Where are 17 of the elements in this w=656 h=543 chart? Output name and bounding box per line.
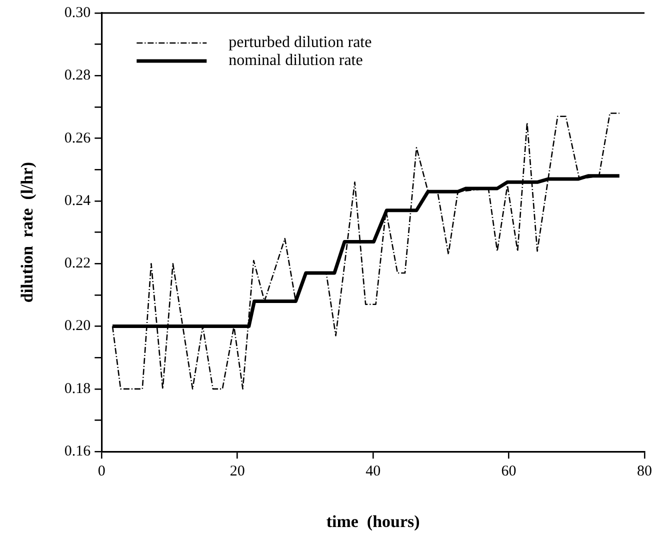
legend-label: nominal dilution rate [228, 52, 363, 70]
y-tick-label: 0.30 [64, 4, 91, 21]
legend-label: perturbed dilution rate [228, 34, 372, 52]
x-tick-label: 40 [366, 464, 381, 480]
x-tick-label: 20 [230, 464, 245, 480]
x-tick-label: 0 [98, 464, 106, 480]
y-tick-label: 0.22 [64, 256, 91, 272]
y-axis-title: dilution rate (l/hr) [18, 162, 37, 303]
x-tick-label: 60 [501, 464, 516, 480]
y-tick-label: 0.26 [64, 130, 92, 146]
y-tick-label: 0.18 [64, 380, 91, 397]
y-tick-label: 0.28 [64, 68, 91, 84]
x-tick-label: 80 [637, 464, 652, 480]
x-axis-title: time (hours) [326, 512, 420, 532]
y-tick-label: 0.24 [64, 192, 92, 209]
y-tick-label: 0.20 [64, 318, 91, 334]
y-tick-label: 0.16 [64, 444, 92, 460]
